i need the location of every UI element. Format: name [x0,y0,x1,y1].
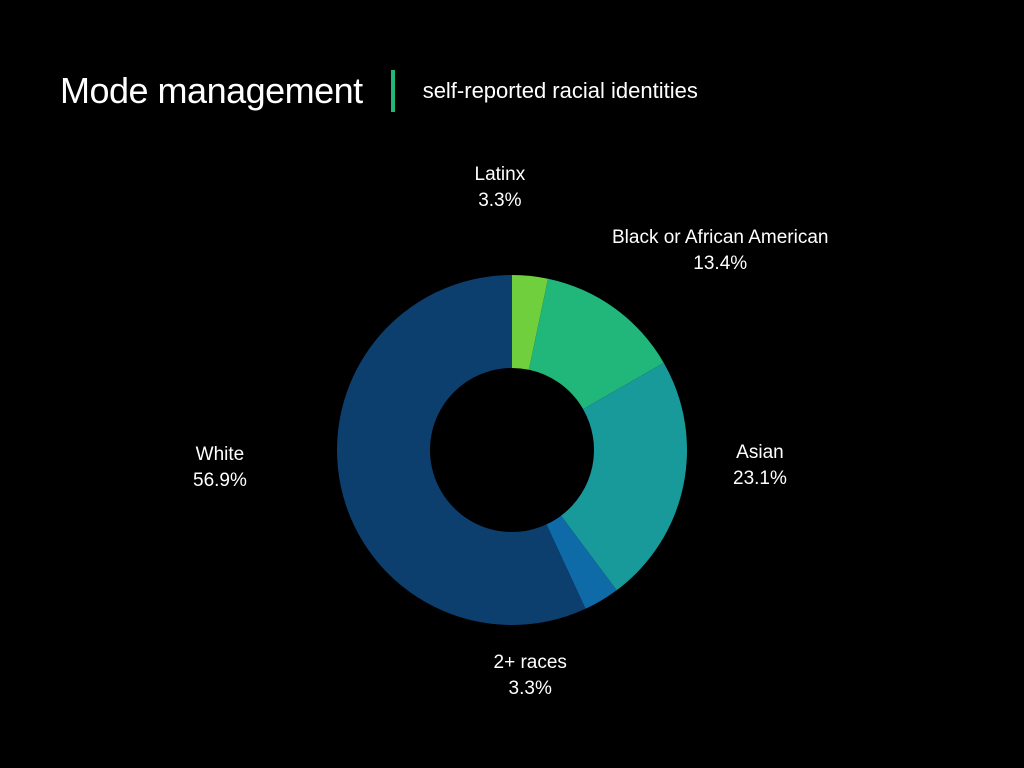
slice-label: Black or African American13.4% [612,225,828,276]
chart-header: Mode management self-reported racial ide… [60,70,698,112]
slice-label-pct: 23.1% [733,466,787,492]
slice-label: Latinx3.3% [475,162,526,213]
slice-label-name: Black or African American [612,225,828,251]
chart-title: Mode management [60,70,363,112]
slice-label-pct: 56.9% [193,468,247,494]
slice-label-name: Latinx [475,162,526,188]
slice-label-pct: 3.3% [475,188,526,214]
slice-label-pct: 3.3% [494,676,567,702]
slice-label-name: White [193,442,247,468]
slice-label-pct: 13.4% [612,251,828,277]
slice-label-name: 2+ races [494,650,567,676]
slice-label: White56.9% [193,442,247,493]
slice-label: Asian23.1% [733,440,787,491]
title-divider [391,70,395,112]
donut-chart: Latinx3.3%Black or African American13.4%… [0,180,1024,740]
slice-label: 2+ races3.3% [494,650,567,701]
slice-label-name: Asian [733,440,787,466]
chart-subtitle: self-reported racial identities [423,78,698,104]
